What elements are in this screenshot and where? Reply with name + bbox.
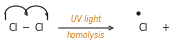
- Text: Cl: Cl: [34, 23, 44, 33]
- Text: homolysis: homolysis: [67, 32, 105, 40]
- Text: +: +: [161, 23, 169, 33]
- Text: UV light: UV light: [71, 16, 101, 24]
- Text: Cl: Cl: [8, 23, 18, 33]
- Text: Cl: Cl: [138, 23, 148, 33]
- Text: −: −: [22, 23, 30, 33]
